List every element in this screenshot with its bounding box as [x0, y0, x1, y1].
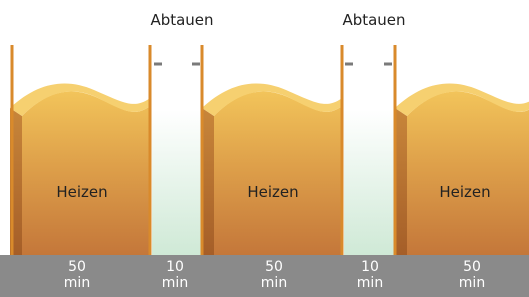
heating-label: Heizen	[56, 183, 107, 201]
defrost-label: Abtauen	[342, 11, 405, 29]
duration-unit: min	[459, 275, 485, 291]
duration-unit: min	[261, 275, 287, 291]
duration-unit: min	[162, 275, 188, 291]
duration: 50	[68, 259, 86, 275]
duration: 10	[361, 259, 379, 275]
duration: 50	[265, 259, 283, 275]
defrost-cycle-diagram: Abtauen Abtauen Heizen Heizen Heizen 50 …	[0, 0, 529, 297]
duration: 10	[166, 259, 184, 275]
duration: 50	[463, 259, 481, 275]
duration-unit: min	[357, 275, 383, 291]
defrost-area	[152, 110, 201, 255]
heating-block	[395, 84, 529, 255]
defrost-label: Abtauen	[150, 11, 213, 29]
defrost-area	[344, 110, 394, 255]
duration-unit: min	[64, 275, 90, 291]
heating-block	[202, 84, 342, 255]
heating-label: Heizen	[247, 183, 298, 201]
heating-label: Heizen	[439, 183, 490, 201]
heating-block	[10, 84, 150, 255]
